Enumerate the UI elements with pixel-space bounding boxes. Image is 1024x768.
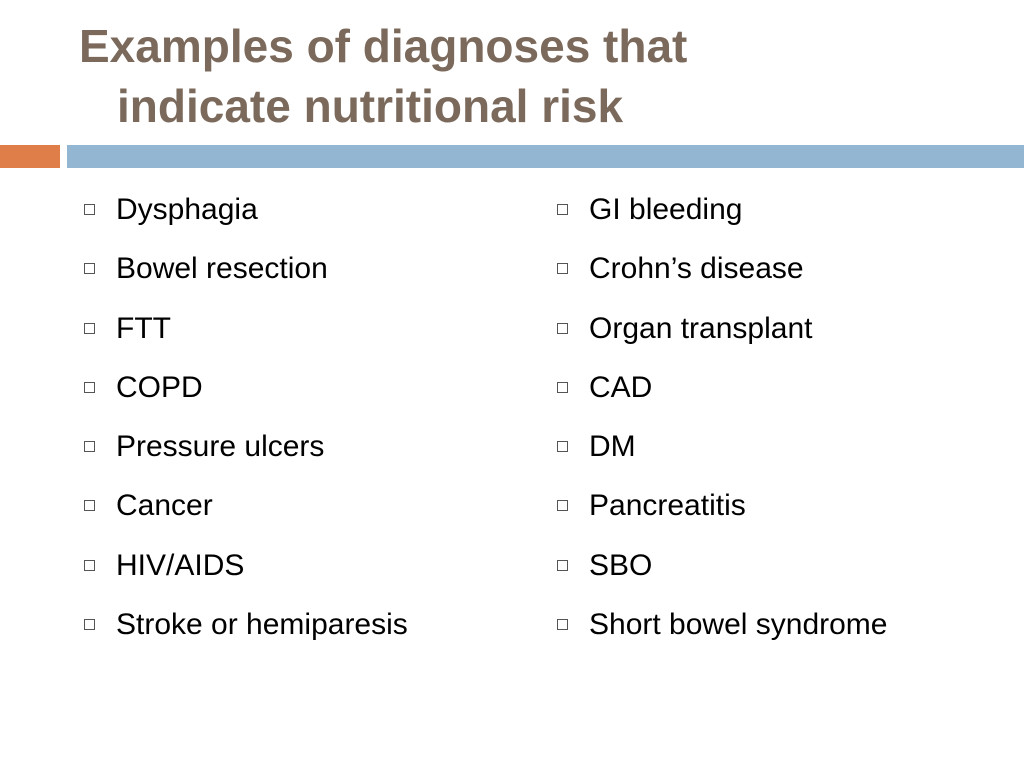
list-item: HIV/AIDS <box>84 542 514 601</box>
list-item: Cancer <box>84 482 514 541</box>
accent-bar-blue <box>67 145 1024 168</box>
square-bullet-icon <box>557 381 568 393</box>
list-item-label: Dysphagia <box>116 193 258 226</box>
list-item: DM <box>557 423 997 482</box>
diagnosis-list-right: GI bleeding Crohn’s disease Organ transp… <box>557 186 997 660</box>
list-item-label: FTT <box>116 311 171 345</box>
square-bullet-icon <box>84 500 95 512</box>
square-bullet-icon <box>557 500 568 512</box>
square-bullet-icon <box>557 559 568 571</box>
title-line-1: Examples of diagnoses that <box>79 20 688 72</box>
list-item-label: Stroke or hemiparesis <box>116 608 408 642</box>
list-item-label: Pressure ulcers <box>116 430 325 464</box>
square-bullet-icon <box>557 619 568 631</box>
list-item-label: Pancreatitis <box>589 489 746 523</box>
list-item-label: Cancer <box>116 489 213 523</box>
list-item: Pressure ulcers <box>84 423 514 482</box>
square-bullet-icon <box>84 559 95 571</box>
slide-title: Examples of diagnoses that indicate nutr… <box>79 16 979 136</box>
list-item: Short bowel syndrome <box>557 601 997 660</box>
list-item-label: GI bleeding <box>589 193 743 226</box>
list-item: Stroke or hemiparesis <box>84 601 514 660</box>
square-bullet-icon <box>557 204 568 215</box>
list-item-label: HIV/AIDS <box>116 548 245 582</box>
list-item: Dysphagia <box>84 186 514 245</box>
list-item: SBO <box>557 542 997 601</box>
list-item-label: Short bowel syndrome <box>589 608 888 642</box>
square-bullet-icon <box>84 204 95 215</box>
square-bullet-icon <box>84 619 95 631</box>
list-item-label: Crohn’s disease <box>589 252 804 286</box>
list-item: Crohn’s disease <box>557 245 997 304</box>
list-item: GI bleeding <box>557 186 997 245</box>
list-item: Bowel resection <box>84 245 514 304</box>
square-bullet-icon <box>557 263 568 275</box>
list-item-label: DM <box>589 430 636 464</box>
square-bullet-icon <box>84 322 95 334</box>
list-item-label: Bowel resection <box>116 252 328 286</box>
title-line-2: indicate nutritional risk <box>117 80 624 132</box>
square-bullet-icon <box>557 441 568 453</box>
square-bullet-icon <box>84 381 95 393</box>
list-item-label: CAD <box>589 370 653 404</box>
list-item: COPD <box>84 364 514 423</box>
accent-bar-orange <box>0 145 60 168</box>
square-bullet-icon <box>84 441 95 453</box>
square-bullet-icon <box>557 322 568 334</box>
list-item: FTT <box>84 305 514 364</box>
list-item: Organ transplant <box>557 305 997 364</box>
list-item-label: Organ transplant <box>589 311 813 345</box>
square-bullet-icon <box>84 263 95 275</box>
diagnosis-list-left: Dysphagia Bowel resection FTT COPD Press… <box>84 186 514 660</box>
list-item: Pancreatitis <box>557 482 997 541</box>
list-item-label: COPD <box>116 370 203 404</box>
list-item-label: SBO <box>589 548 653 582</box>
list-item: CAD <box>557 364 997 423</box>
